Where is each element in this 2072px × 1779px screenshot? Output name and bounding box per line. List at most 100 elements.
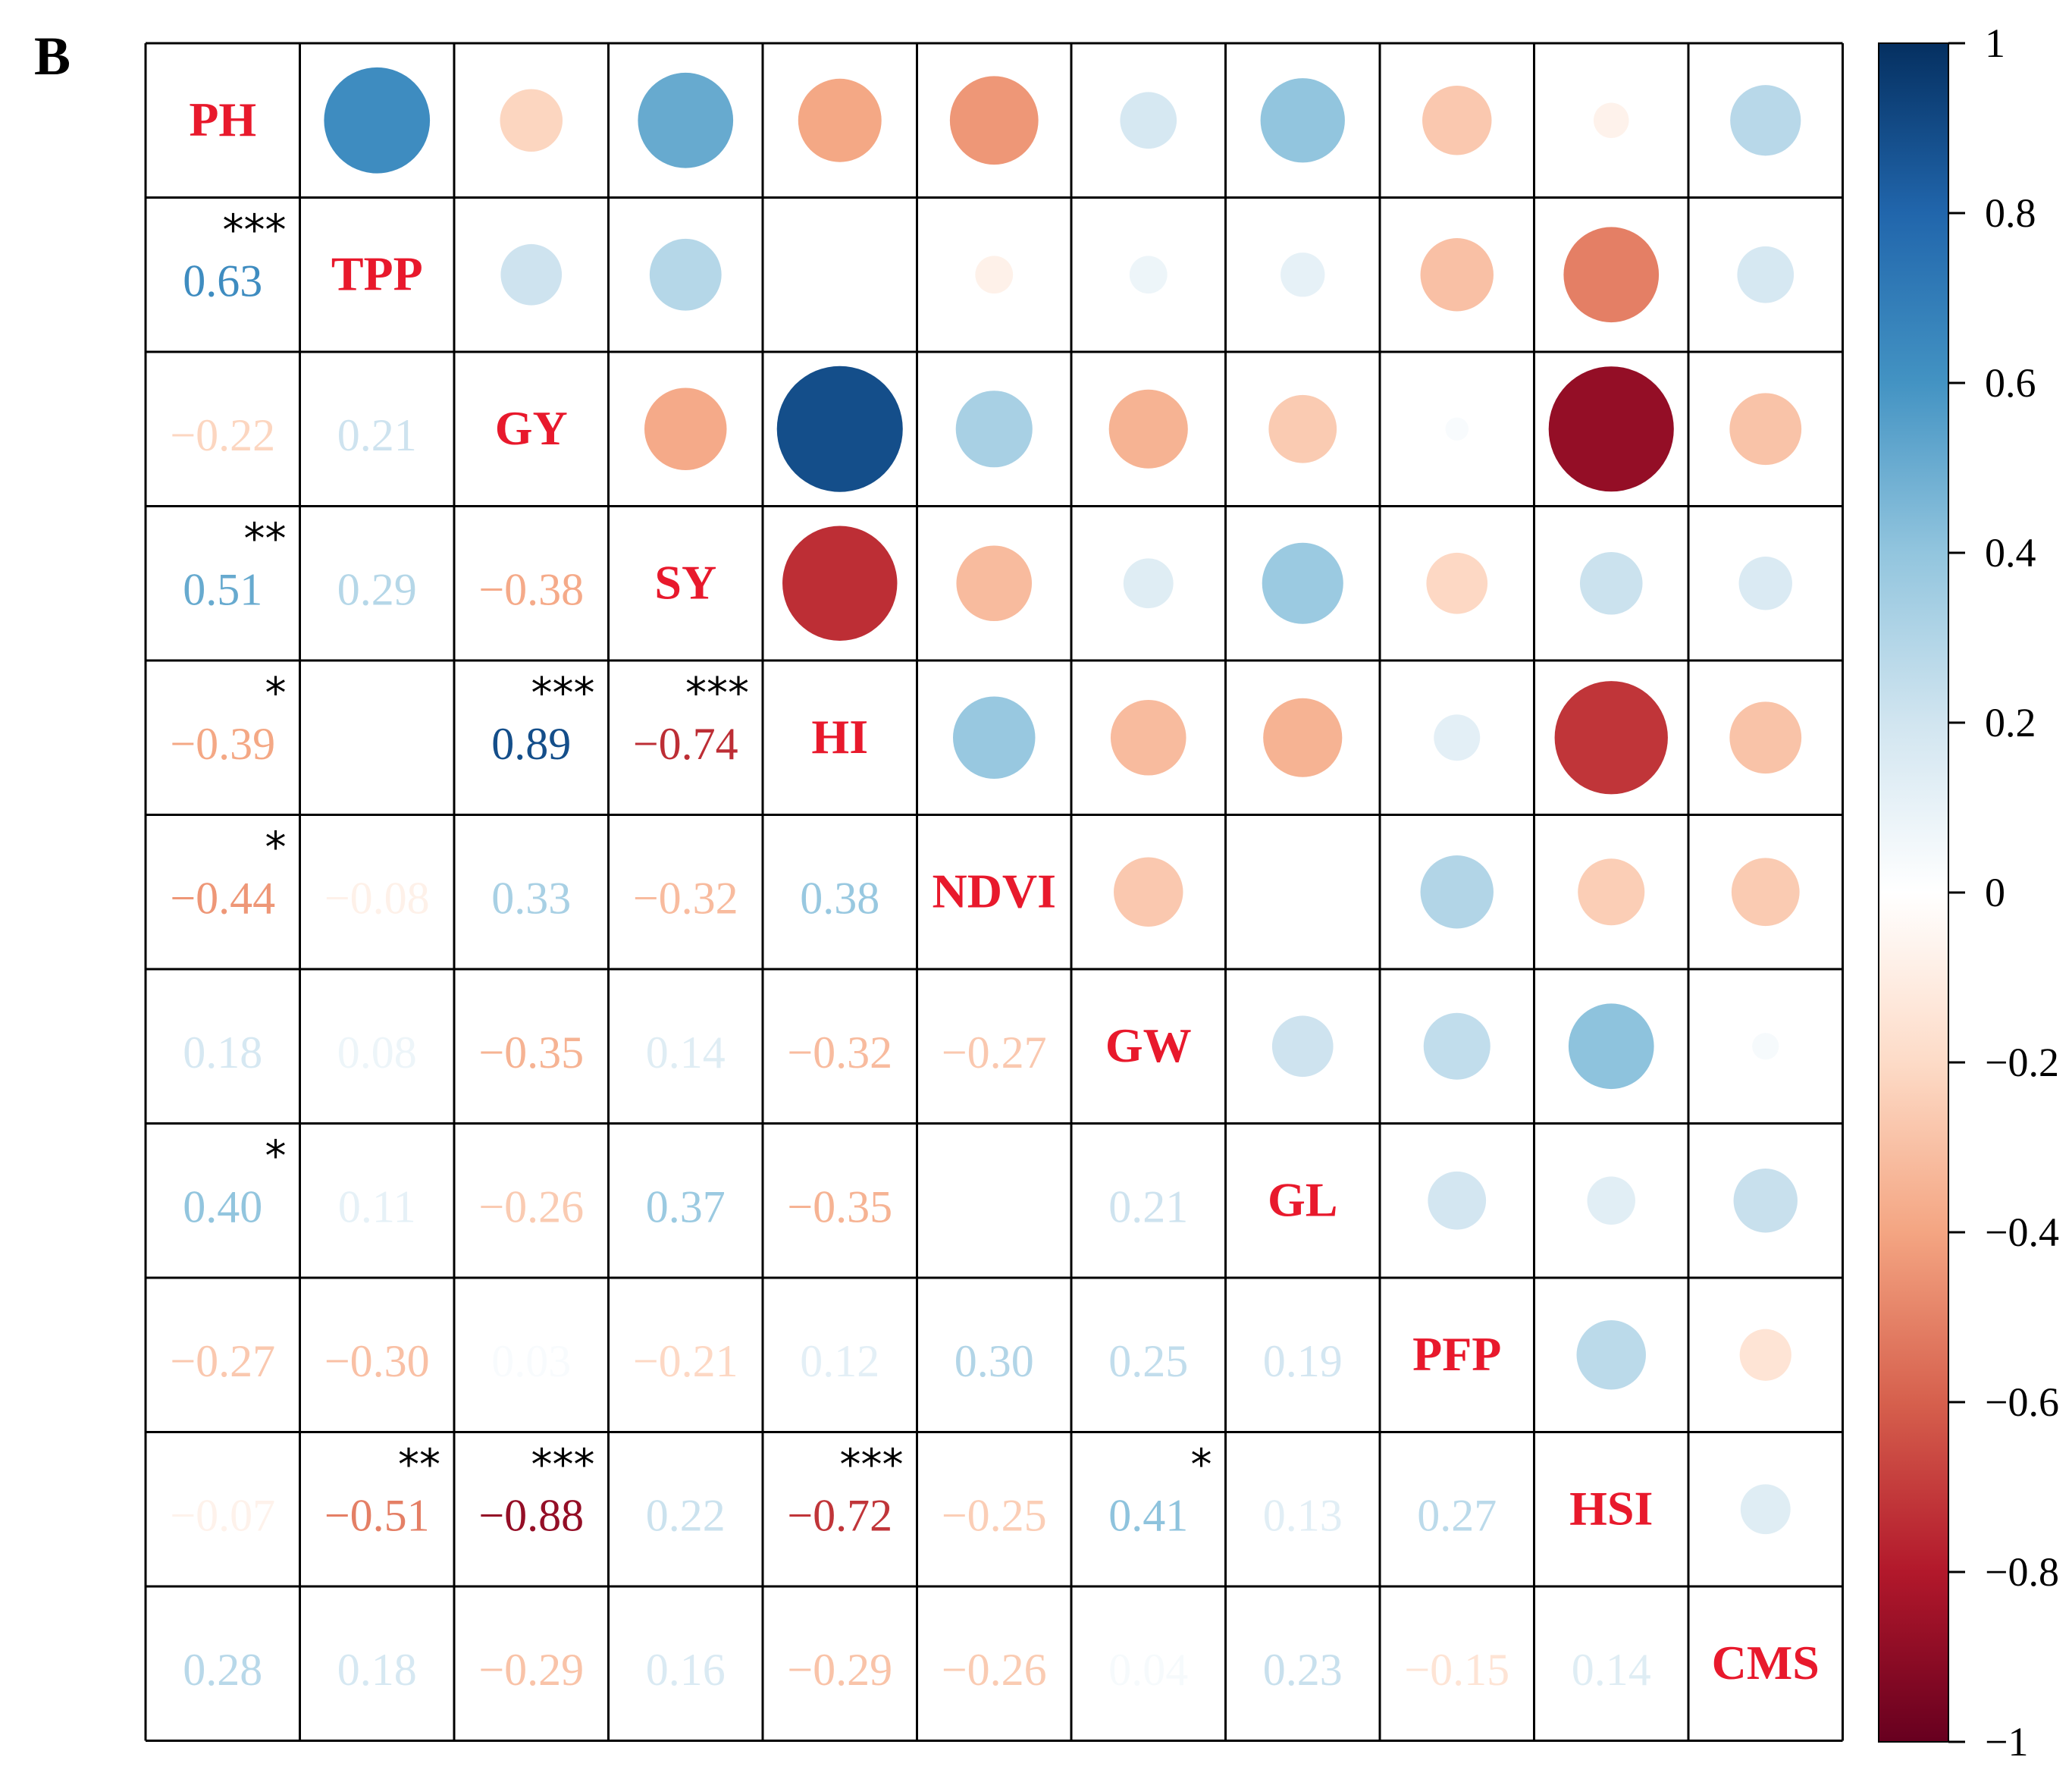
corr-value-2-0: −0.22 bbox=[170, 410, 275, 460]
corr-circle-2-7 bbox=[1268, 394, 1337, 463]
corr-circle-7-10 bbox=[1733, 1169, 1798, 1233]
corr-circle-8-9 bbox=[1576, 1320, 1646, 1390]
corr-circle-4-6 bbox=[1110, 699, 1186, 776]
corr-circle-1-3 bbox=[649, 238, 722, 311]
corr-circle-1-6 bbox=[1129, 256, 1168, 294]
corr-value-6-5: −0.27 bbox=[942, 1028, 1047, 1078]
variable-label-ndvi: NDVI bbox=[932, 864, 1056, 918]
corr-circle-3-8 bbox=[1426, 552, 1488, 614]
significance-stars-4-0: * bbox=[265, 669, 287, 718]
corr-value-5-4: 0.38 bbox=[800, 873, 879, 923]
corr-circle-5-9 bbox=[1578, 858, 1645, 926]
corr-value-4-0: −0.39 bbox=[170, 719, 275, 769]
corr-value-7-4: −0.35 bbox=[787, 1181, 892, 1231]
corr-circle-0-5 bbox=[949, 76, 1039, 165]
corr-circle-2-9 bbox=[1548, 366, 1674, 492]
corr-circle-1-8 bbox=[1420, 238, 1494, 312]
corr-circle-9-10 bbox=[1740, 1484, 1791, 1535]
corr-circle-1-10 bbox=[1737, 246, 1795, 303]
corr-value-9-4: −0.72 bbox=[787, 1490, 892, 1540]
corr-circle-8-10 bbox=[1739, 1329, 1791, 1381]
significance-stars-9-4: *** bbox=[840, 1441, 904, 1490]
corr-value-1-0: 0.63 bbox=[183, 256, 262, 306]
colorbar-tick-label: 0.8 bbox=[1985, 190, 2036, 236]
corr-circle-1-7 bbox=[1281, 253, 1325, 297]
corr-circle-3-10 bbox=[1738, 557, 1792, 610]
corr-circle-3-9 bbox=[1579, 551, 1643, 615]
corr-value-8-0: −0.27 bbox=[170, 1336, 275, 1386]
colorbar-tick-label: 0.2 bbox=[1985, 700, 2036, 745]
corr-circle-2-4 bbox=[776, 366, 903, 492]
corr-value-2-1: 0.21 bbox=[337, 410, 417, 460]
corr-value-10-5: −0.26 bbox=[942, 1645, 1047, 1695]
variable-label-tpp: TPP bbox=[331, 246, 423, 300]
corr-value-8-3: −0.21 bbox=[633, 1336, 738, 1386]
colorbar-tick-label: 0.4 bbox=[1985, 530, 2036, 576]
corr-circle-0-8 bbox=[1422, 86, 1492, 155]
variable-label-hi: HI bbox=[811, 710, 868, 764]
colorbar-gradient bbox=[1878, 42, 1949, 1743]
corr-value-4-3: −0.74 bbox=[633, 719, 738, 769]
colorbar-tick-label: 0 bbox=[1985, 870, 2005, 915]
colorbar-tick-label: −0.4 bbox=[1985, 1210, 2059, 1255]
variable-label-pfp: PFP bbox=[1412, 1327, 1501, 1381]
corr-value-4-2: 0.89 bbox=[491, 719, 571, 769]
corr-circle-3-5 bbox=[956, 545, 1033, 622]
colorbar-tick-label: 0.6 bbox=[1985, 360, 2036, 406]
corr-value-7-2: −0.26 bbox=[478, 1181, 584, 1231]
corr-value-10-4: −0.29 bbox=[787, 1645, 892, 1695]
corr-circle-2-10 bbox=[1729, 393, 1802, 466]
corr-circle-0-2 bbox=[500, 89, 563, 152]
corr-value-9-8: 0.27 bbox=[1417, 1490, 1497, 1540]
significance-stars-3-0: ** bbox=[244, 515, 287, 564]
corr-value-5-1: −0.08 bbox=[324, 873, 430, 923]
corr-value-10-2: −0.29 bbox=[478, 1645, 584, 1695]
corr-circle-4-7 bbox=[1263, 698, 1343, 777]
variable-label-ph: PH bbox=[189, 93, 256, 146]
corr-circle-3-4 bbox=[782, 526, 898, 641]
corr-value-8-2: 0.03 bbox=[491, 1336, 571, 1386]
corr-value-8-4: 0.12 bbox=[800, 1336, 879, 1386]
colorbar: 1 0.8 0.6 0.4 0.2 0 −0.2 −0.4 −0.6 −0.8 −1 bbox=[1878, 20, 2059, 1765]
corr-value-10-9: 0.14 bbox=[1572, 1645, 1651, 1695]
colorbar-tick-label: −0.8 bbox=[1985, 1549, 2059, 1595]
corr-circle-0-4 bbox=[798, 78, 882, 162]
significance-stars-5-0: * bbox=[265, 824, 287, 873]
corr-circle-0-1 bbox=[324, 67, 431, 174]
corr-value-8-7: 0.19 bbox=[1263, 1336, 1343, 1386]
significance-stars-9-1: ** bbox=[398, 1441, 440, 1490]
corr-value-10-8: −0.15 bbox=[1404, 1645, 1509, 1695]
corr-circle-4-5 bbox=[953, 696, 1036, 779]
corr-circle-4-10 bbox=[1729, 701, 1802, 774]
corr-circle-1-2 bbox=[500, 243, 563, 306]
variable-label-gw: GW bbox=[1105, 1018, 1192, 1072]
significance-stars-4-2: *** bbox=[531, 669, 595, 718]
corr-circle-5-10 bbox=[1731, 858, 1800, 927]
corr-circle-6-10 bbox=[1752, 1033, 1779, 1060]
corr-value-7-6: 0.21 bbox=[1108, 1181, 1188, 1231]
corr-value-9-2: −0.88 bbox=[478, 1490, 584, 1540]
corr-circle-5-8 bbox=[1420, 855, 1494, 929]
corr-circle-3-7 bbox=[1262, 542, 1343, 624]
corr-circle-1-5 bbox=[975, 256, 1014, 294]
corr-value-10-7: 0.23 bbox=[1263, 1645, 1343, 1695]
significance-stars-7-0: * bbox=[265, 1132, 287, 1181]
corr-circle-2-8 bbox=[1445, 417, 1469, 441]
variable-label-sy: SY bbox=[654, 555, 716, 609]
corr-circle-4-8 bbox=[1434, 714, 1481, 761]
corr-circle-6-8 bbox=[1423, 1012, 1491, 1080]
significance-stars-9-6: * bbox=[1191, 1441, 1212, 1490]
corr-value-10-3: 0.16 bbox=[646, 1645, 726, 1695]
corr-circle-5-6 bbox=[1114, 857, 1183, 927]
corr-value-7-3: 0.37 bbox=[646, 1181, 726, 1231]
corr-value-8-6: 0.25 bbox=[1108, 1336, 1188, 1386]
colorbar-tick-label: −0.6 bbox=[1985, 1379, 2059, 1425]
corr-circle-3-6 bbox=[1123, 558, 1174, 609]
corr-circle-2-5 bbox=[955, 391, 1033, 468]
corr-circle-1-9 bbox=[1563, 227, 1660, 323]
corr-circle-0-10 bbox=[1730, 85, 1801, 156]
colorbar-tick-label: −1 bbox=[1985, 1719, 2028, 1765]
correlation-grid: PH0.63***TPP−0.22 0.21 GY0.51**0.29 −0.38 SY… bbox=[144, 42, 1844, 1742]
corr-value-3-2: −0.38 bbox=[478, 564, 584, 614]
corr-value-9-0: −0.07 bbox=[170, 1490, 275, 1540]
